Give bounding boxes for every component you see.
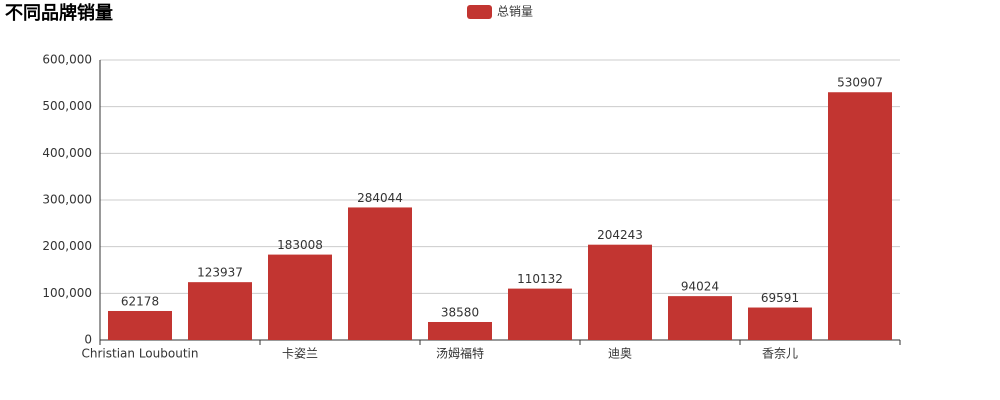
bar bbox=[508, 288, 572, 340]
bar bbox=[108, 310, 172, 340]
y-tick-label: 0 bbox=[84, 333, 92, 347]
x-tick-label: 卡姿兰 bbox=[282, 347, 318, 361]
bar bbox=[828, 92, 892, 340]
x-tick-label: 汤姆福特 bbox=[436, 346, 484, 361]
value-label: 123937 bbox=[197, 266, 243, 280]
value-label: 62178 bbox=[121, 294, 159, 308]
bar bbox=[268, 254, 332, 340]
y-tick-label: 200,000 bbox=[42, 239, 92, 253]
bar bbox=[348, 207, 412, 340]
value-label: 183008 bbox=[277, 238, 323, 252]
x-tick-label: 迪奥 bbox=[608, 347, 632, 361]
chart-title: 不同品牌销量 bbox=[5, 2, 113, 24]
bar bbox=[748, 307, 812, 340]
bar bbox=[668, 296, 732, 340]
y-tick-label: 400,000 bbox=[42, 146, 92, 160]
value-label: 204243 bbox=[597, 228, 643, 242]
y-tick-label: 500,000 bbox=[42, 99, 92, 113]
bar bbox=[188, 282, 252, 340]
bar bbox=[428, 321, 492, 340]
legend-swatch bbox=[467, 5, 492, 19]
value-label: 110132 bbox=[517, 272, 563, 286]
legend-label: 总销量 bbox=[497, 5, 533, 19]
value-label: 94024 bbox=[681, 280, 719, 294]
bar bbox=[588, 244, 652, 340]
y-tick-label: 600,000 bbox=[42, 53, 92, 67]
y-tick-label: 100,000 bbox=[42, 286, 92, 300]
value-label: 284044 bbox=[357, 191, 403, 205]
x-tick-label: Christian Louboutin bbox=[82, 347, 199, 361]
value-label: 530907 bbox=[837, 76, 883, 90]
value-label: 38580 bbox=[441, 305, 479, 319]
x-tick-label: 香奈儿 bbox=[762, 347, 798, 361]
y-tick-label: 300,000 bbox=[42, 193, 92, 207]
value-label: 69591 bbox=[761, 291, 799, 305]
